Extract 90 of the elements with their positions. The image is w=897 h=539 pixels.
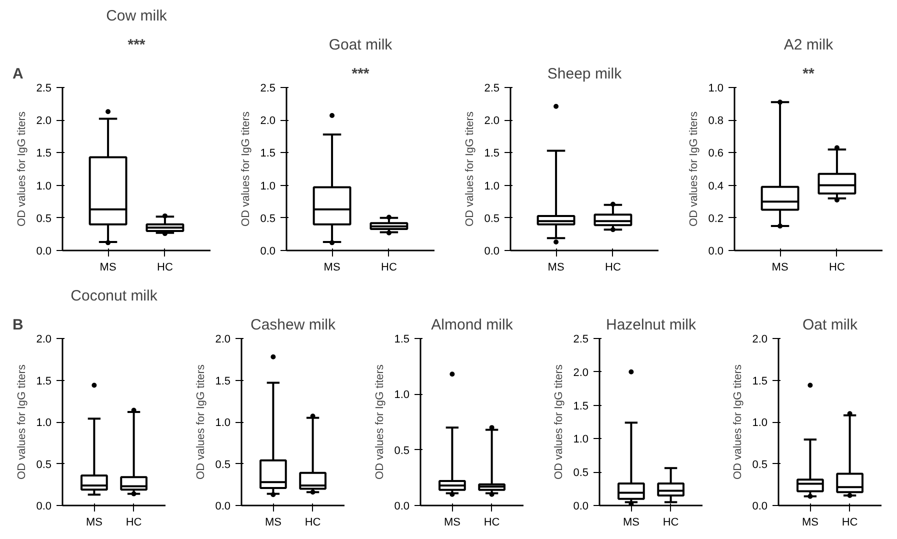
y-axis-title: OD values for IgG titers [553,364,566,480]
y-tick-label: 2.5 [36,82,52,94]
y-axis-title: OD values for IgG titers [195,364,208,480]
y-tick-label: 2.0 [484,115,500,128]
y-tick-label: 0.0 [752,500,768,512]
y-axis-title: OD values for IgG titers [240,111,252,226]
x-tick-label: MS [802,516,818,528]
x-tick-label: HC [605,262,621,274]
y-tick-label: 2.5 [573,334,589,346]
y-tick-label: 0.0 [573,500,589,512]
y-tick-label: 1.0 [36,180,52,192]
chart-title: Hazelnut milk [606,316,697,334]
y-tick-label: 0.5 [394,444,410,457]
x-tick-label: HC [304,516,321,528]
y-tick-label: 1.0 [573,434,589,446]
chart-title: Cashew milk [250,316,336,334]
x-tick-label: HC [381,262,397,274]
chart-title: Cow milk [106,8,168,24]
y-axis-title: OD values for IgG titers [374,364,386,480]
x-tick-label: MS [86,516,102,528]
y-tick-label: 2.0 [36,115,52,128]
y-tick-label: 1.0 [708,82,724,94]
chart-title: Goat milk [328,36,393,54]
y-tick-label: 0.0 [394,500,410,512]
y-axis-title: OD values for IgG titers [16,111,28,226]
y-axis-title: OD values for IgG titers [732,364,744,480]
y-tick-label: 0.2 [708,212,724,225]
y-tick-label: 0.5 [215,458,231,471]
y-tick-label: 2.0 [573,366,589,379]
y-tick-label: 0.0 [708,246,724,258]
y-tick-label: 1.0 [484,180,500,192]
text: ** [802,66,814,82]
chart-title: Sheep milk [547,66,622,82]
y-tick-label: 0.0 [260,246,276,258]
y-tick-label: 0.5 [484,212,500,225]
y-tick-label: 1.0 [215,417,231,429]
x-tick-label: HC [842,516,858,528]
y-tick-label: 1.5 [36,375,52,388]
x-tick-label: HC [829,262,845,274]
y-tick-label: 0.5 [36,458,52,471]
y-tick-label: 1.0 [36,417,52,429]
y-tick-label: 0.6 [708,148,724,160]
y-tick-label: 0.5 [260,212,276,225]
y-tick-label: 1.0 [394,389,410,402]
x-tick-label: MS [772,262,788,274]
x-tick-label: MS [100,262,116,274]
y-tick-label: 0.4 [708,180,724,192]
x-tick-label: MS [444,516,460,528]
y-tick-label: 1.5 [36,148,52,160]
y-tick-label: 2.0 [215,334,231,346]
text: *** [352,66,370,82]
y-tick-label: 1.5 [260,148,276,160]
x-tick-label: HC [484,516,500,528]
chart-title: Coconut milk [70,288,158,304]
y-tick-label: 2.0 [752,334,768,346]
y-axis-title: OD values for IgG titers [688,111,700,226]
y-tick-label: 2.0 [36,334,52,346]
y-tick-label: 0.8 [708,115,724,128]
text: *** [128,36,146,54]
y-tick-label: 1.5 [394,334,410,346]
y-tick-label: 0.0 [36,500,52,512]
x-tick-label: MS [264,516,282,528]
y-tick-label: 1.5 [484,148,500,160]
y-tick-label: 2.5 [260,82,276,94]
y-tick-label: 1.5 [215,375,231,388]
chart-title: Oat milk [802,316,858,334]
y-tick-label: 2.0 [260,115,276,128]
x-tick-label: MS [548,262,564,274]
chart-title: A2 milk [784,36,834,54]
y-tick-label: 1.5 [752,375,768,388]
y-tick-label: 1.0 [260,180,276,192]
y-axis-title: OD values for IgG titers [16,364,28,480]
x-tick-label: HC [157,262,173,274]
y-tick-label: 0.0 [484,246,500,258]
x-tick-label: MS [622,516,640,528]
x-tick-label: HC [662,516,679,528]
y-axis-title: OD values for IgG titers [464,111,476,226]
text: B [12,316,24,334]
x-tick-label: MS [324,262,340,274]
y-tick-label: 0.0 [36,246,52,258]
chart-title: Almond milk [431,316,514,334]
text: A [12,66,24,82]
y-tick-label: 0.0 [215,500,231,512]
x-tick-label: HC [126,516,142,528]
y-tick-label: 0.5 [573,467,589,480]
y-tick-label: 0.5 [36,212,52,225]
y-tick-label: 2.5 [484,82,500,94]
y-tick-label: 0.5 [752,458,768,471]
y-tick-label: 1.5 [573,400,589,412]
y-tick-label: 1.0 [752,417,768,429]
